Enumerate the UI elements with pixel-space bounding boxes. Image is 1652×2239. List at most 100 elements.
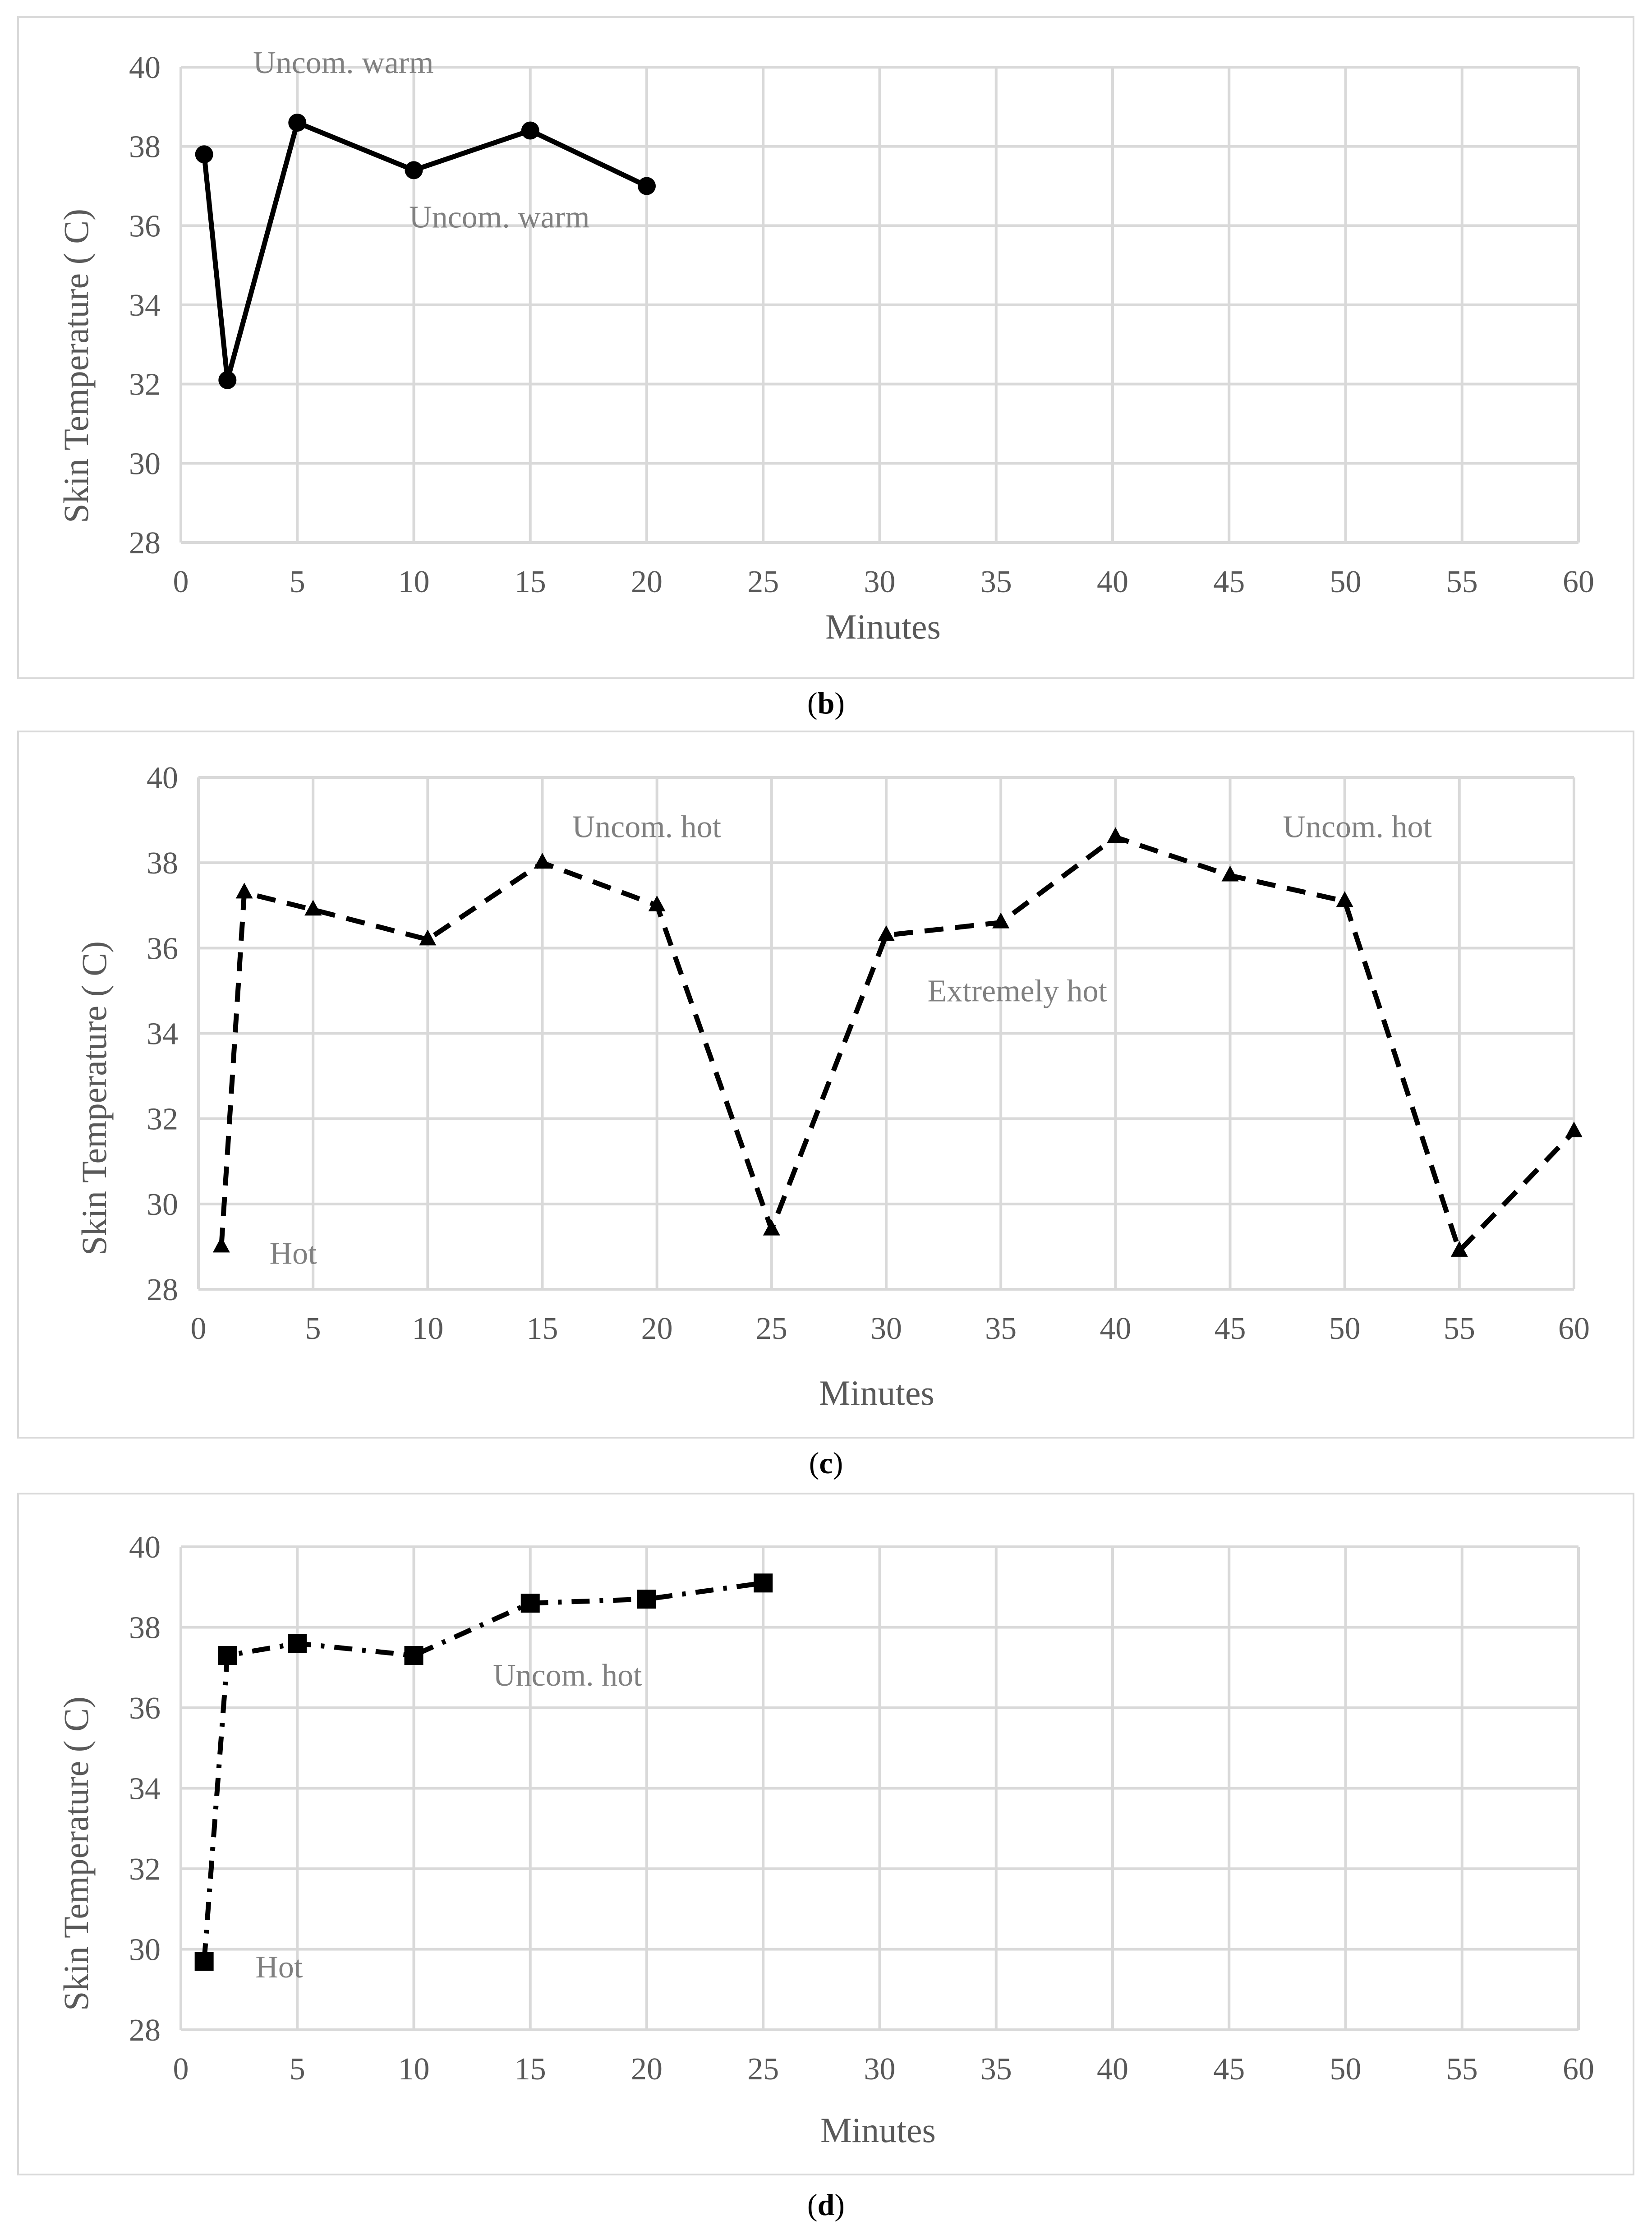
caption-c-label: c: [819, 1446, 833, 1480]
chart-d-xtick-15: 15: [515, 2052, 546, 2087]
chart-d-ytick-30: 30: [129, 1933, 161, 1968]
chart-b-point-2: [218, 371, 237, 389]
chart-d-xtick-45: 45: [1213, 2052, 1245, 2087]
chart-c-point-5: [304, 900, 322, 916]
chart-b-xtick-40: 40: [1097, 565, 1128, 599]
chart-b-point-5: [288, 113, 307, 132]
chart-d-xlabel: Minutes: [820, 2110, 936, 2150]
chart-d-ytick-28: 28: [129, 2013, 161, 2048]
chart-d-xtick-50: 50: [1330, 2052, 1362, 2087]
chart-panel-b: 0 5 10 15 20 25 30 35 40 45 50 55 60 28 30 32 34 36 38 40 Un…: [17, 16, 1634, 679]
chart-c-point-20: [648, 895, 666, 911]
chart-d-xtick-0: 0: [173, 2052, 189, 2087]
chart-c-xtick-30: 30: [870, 1311, 902, 1346]
chart-c-point-45: [1221, 865, 1239, 882]
chart-d-xtick-10: 10: [398, 2052, 430, 2087]
chart-panel-d: 0 5 10 15 20 25 30 35 40 45 50 55 60 28 30 32 34 36 38 40 Un…: [17, 1493, 1634, 2175]
chart-c-ytick-28: 28: [147, 1273, 178, 1307]
chart-c-point-25: [763, 1219, 780, 1236]
chart-b-xtick-50: 50: [1330, 565, 1362, 599]
chart-b-ylabel: Skin Temperature ( C): [56, 208, 96, 523]
chart-c-xlabel: Minutes: [819, 1373, 934, 1412]
chart-d-xtick-55: 55: [1446, 2052, 1478, 2087]
chart-c-annotation-0: Uncom. hot: [572, 809, 722, 844]
chart-d-annotation-1: Hot: [255, 1950, 303, 1985]
chart-d-point-1: [194, 1952, 214, 1971]
chart-c-ytick-30: 30: [147, 1187, 178, 1222]
chart-b-xtick-20: 20: [631, 565, 663, 599]
chart-c-xtick-20: 20: [641, 1311, 673, 1346]
chart-c-point-30: [878, 925, 895, 941]
chart-c-annotation-1: Uncom. hot: [1283, 809, 1432, 844]
chart-c-point-10: [419, 929, 437, 946]
caption-d-label: d: [817, 2188, 835, 2222]
chart-d-point-2: [218, 1646, 237, 1665]
chart-c-xtick-40: 40: [1100, 1311, 1131, 1346]
chart-b-ytick-32: 32: [129, 368, 161, 402]
chart-c-annotation-2: Extremely hot: [928, 974, 1108, 1009]
chart-c-svg: 0 5 10 15 20 25 30 35 40 45 50 55 60 28 30 32 34 36 38 40 Un…: [147, 761, 1590, 1346]
chart-c-xtick-55: 55: [1444, 1311, 1475, 1346]
chart-c-xtick-5: 5: [305, 1311, 321, 1346]
chart-d-ytick-38: 38: [129, 1611, 161, 1646]
chart-d-point-10: [404, 1646, 423, 1665]
chart-c-xtick-10: 10: [412, 1311, 443, 1346]
chart-d-ylabel: Skin Temperature ( C): [56, 1696, 96, 2011]
chart-c-ytick-32: 32: [147, 1102, 178, 1137]
chart-d-point-20: [637, 1590, 656, 1609]
chart-b-ytick-30: 30: [129, 446, 161, 481]
chart-b-xtick-55: 55: [1446, 565, 1478, 599]
chart-b-xtick-5: 5: [290, 565, 305, 599]
caption-b-label: b: [817, 686, 835, 720]
chart-c-ylabel: Skin Temperature ( C): [74, 941, 114, 1255]
chart-b-point-10: [405, 161, 423, 179]
chart-b-point-1: [195, 145, 213, 164]
chart-b-xlabel: Minutes: [825, 607, 941, 646]
chart-b-ytick-40: 40: [129, 51, 161, 85]
chart-c-ytick-36: 36: [147, 931, 178, 966]
chart-b-xtick-35: 35: [980, 565, 1012, 599]
chart-b-annotation-0: Uncom. warm: [253, 46, 433, 80]
chart-c-ytick-34: 34: [147, 1017, 178, 1052]
caption-c: (c): [809, 1446, 843, 1480]
chart-c-xtick-25: 25: [756, 1311, 787, 1346]
chart-b-xtick-15: 15: [515, 565, 546, 599]
chart-d-point-5: [288, 1634, 307, 1653]
chart-d-xtick-20: 20: [631, 2052, 663, 2087]
chart-c-xtick-35: 35: [985, 1311, 1017, 1346]
chart-b-xtick-45: 45: [1213, 565, 1245, 599]
chart-c-ytick-40: 40: [147, 761, 178, 795]
chart-d-xtick-35: 35: [980, 2052, 1012, 2087]
chart-c-xtick-50: 50: [1329, 1311, 1361, 1346]
chart-b-ytick-38: 38: [129, 130, 161, 165]
chart-c-annotation-3: Hot: [270, 1236, 318, 1271]
chart-c-point-2: [235, 883, 253, 899]
chart-c-xtick-0: 0: [191, 1311, 207, 1346]
chart-d-ytick-32: 32: [129, 1852, 161, 1887]
caption-d: (d): [807, 2188, 845, 2222]
chart-d-xtick-40: 40: [1097, 2052, 1128, 2087]
chart-d-xtick-5: 5: [290, 2052, 305, 2087]
chart-panel-c: 0 5 10 15 20 25 30 35 40 45 50 55 60 28 30 32 34 36 38 40 Un…: [17, 731, 1634, 1439]
chart-d-xtick-60: 60: [1563, 2052, 1594, 2087]
chart-b-xtick-60: 60: [1563, 565, 1594, 599]
chart-b-annotation-1: Uncom. warm: [409, 200, 589, 235]
chart-b-ytick-28: 28: [129, 526, 161, 561]
chart-c-point-35: [992, 912, 1010, 929]
chart-b-svg: 0 5 10 15 20 25 30 35 40 45 50 55 60 28 30 32 34 36 38 40 Un…: [129, 46, 1594, 599]
chart-d-xtick-25: 25: [747, 2052, 779, 2087]
chart-d-svg: 0 5 10 15 20 25 30 35 40 45 50 55 60 28 30 32 34 36 38 40 Un…: [129, 1530, 1594, 2087]
chart-b-xtick-30: 30: [864, 565, 896, 599]
chart-c-xtick-15: 15: [527, 1311, 558, 1346]
chart-b-ytick-34: 34: [129, 288, 161, 323]
chart-c-point-15: [534, 853, 551, 869]
chart-b-xtick-10: 10: [398, 565, 430, 599]
chart-c-point-1: [212, 1237, 230, 1253]
chart-c-xtick-45: 45: [1215, 1311, 1246, 1346]
chart-d-point-25: [754, 1573, 773, 1593]
chart-b-xtick-25: 25: [747, 565, 779, 599]
chart-c-point-50: [1336, 891, 1353, 907]
chart-c-series-line: [219, 834, 1576, 1254]
chart-d-annotation-0: Uncom. hot: [493, 1658, 642, 1693]
chart-d-ytick-36: 36: [129, 1691, 161, 1726]
